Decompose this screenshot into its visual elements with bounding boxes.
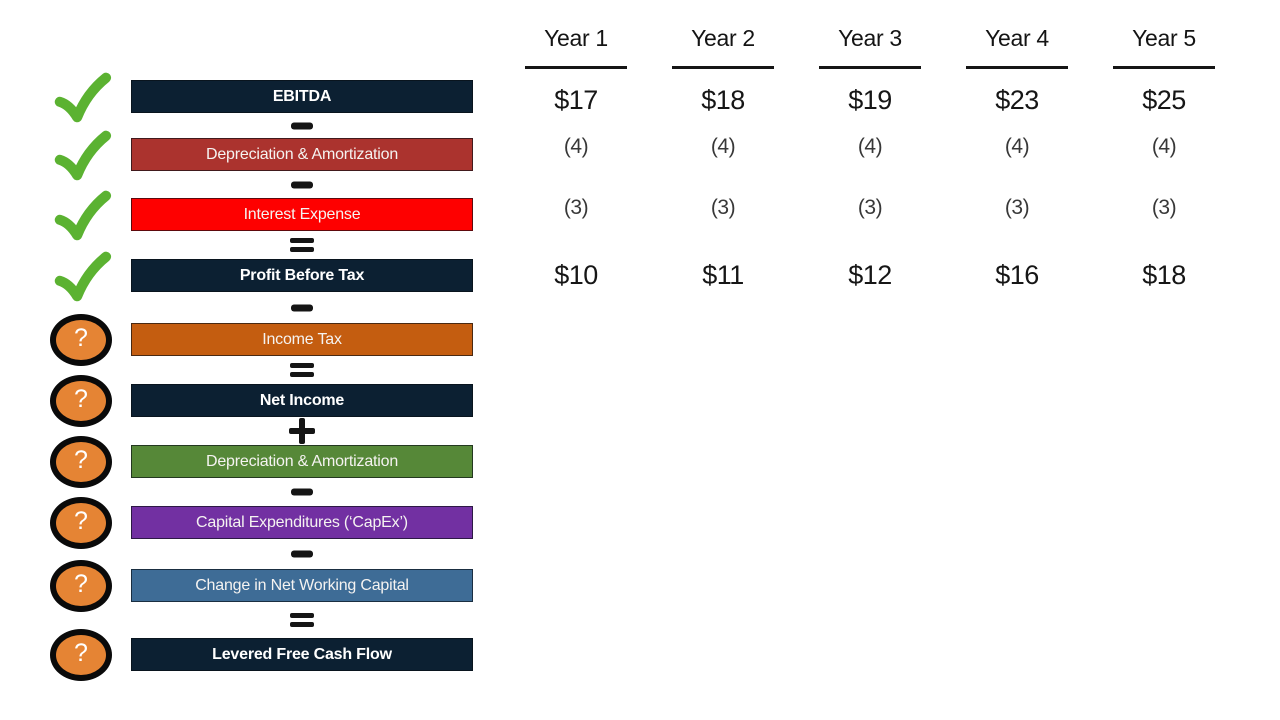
bar-label: Depreciation & Amortization xyxy=(205,452,399,470)
value-cell-interest-expense-year-2: (3) xyxy=(710,196,736,219)
bar-label: Income Tax xyxy=(262,330,342,348)
value-cell-depreciation-amortization-year-2: (4) xyxy=(710,135,736,158)
value-cell-depreciation-amortization-year-5: (4) xyxy=(1151,135,1177,158)
value-cell-profit-before-tax-year-3: $12 xyxy=(848,260,892,290)
bar-label: Interest Expense xyxy=(243,205,361,223)
bar-change-in-net-working-capital: Change in Net Working Capital xyxy=(131,569,473,602)
bar-label: EBITDA xyxy=(272,87,332,105)
column-header-rule xyxy=(672,66,774,69)
value-cell-interest-expense-year-3: (3) xyxy=(857,196,883,219)
check-icon xyxy=(50,189,112,241)
bar-net-income: Net Income xyxy=(131,384,473,417)
question-icon: ? xyxy=(50,313,112,366)
bar-profit-before-tax: Profit Before Tax xyxy=(131,259,473,292)
bar-label: Change in Net Working Capital xyxy=(195,576,409,594)
column-header-year-3: Year 3 xyxy=(838,25,902,51)
value-cell-ebitda-year-4: $23 xyxy=(995,85,1039,115)
minus-operator-icon xyxy=(291,181,313,188)
question-glyph: ? xyxy=(74,639,88,667)
bar-depreciation-amortization: Depreciation & Amortization xyxy=(131,445,473,478)
column-header-rule xyxy=(819,66,921,69)
value-cell-ebitda-year-1: $17 xyxy=(554,85,598,115)
bar-label: Profit Before Tax xyxy=(239,266,365,284)
bar-label: Capital Expenditures (‘CapEx’) xyxy=(196,513,408,531)
question-glyph: ? xyxy=(74,507,88,535)
question-badge: ? xyxy=(50,628,112,681)
bar-income-tax: Income Tax xyxy=(131,323,473,356)
plus-operator-icon xyxy=(289,418,315,444)
value-cell-depreciation-amortization-year-1: (4) xyxy=(563,135,589,158)
question-glyph: ? xyxy=(74,385,88,413)
value-cell-interest-expense-year-5: (3) xyxy=(1151,196,1177,219)
minus-operator-icon xyxy=(291,488,313,496)
value-cell-interest-expense-year-4: (3) xyxy=(1004,196,1030,219)
column-header-year-4: Year 4 xyxy=(985,25,1049,51)
question-icon: ? xyxy=(50,435,112,488)
question-badge: ? xyxy=(50,559,112,612)
minus-operator-icon xyxy=(291,304,313,311)
question-icon: ? xyxy=(50,628,112,681)
question-badge: ? xyxy=(50,435,112,488)
bar-interest-expense: Interest Expense xyxy=(131,198,473,231)
bar-depreciation-amortization: Depreciation & Amortization xyxy=(131,138,473,171)
column-header-year-2: Year 2 xyxy=(691,25,755,51)
equals-operator-icon xyxy=(290,613,314,627)
check-icon xyxy=(50,71,112,123)
column-header-rule xyxy=(966,66,1068,69)
value-cell-profit-before-tax-year-1: $10 xyxy=(554,260,598,290)
value-cell-ebitda-year-5: $25 xyxy=(1142,85,1186,115)
value-cell-ebitda-year-3: $19 xyxy=(848,85,892,115)
minus-operator-icon xyxy=(291,550,313,558)
value-cell-depreciation-amortization-year-4: (4) xyxy=(1004,135,1030,158)
bar-label: Depreciation & Amortization xyxy=(205,145,399,163)
bar-label: Levered Free Cash Flow xyxy=(212,645,392,663)
bar-ebitda: EBITDA xyxy=(131,80,473,113)
value-cell-profit-before-tax-year-2: $11 xyxy=(702,260,744,290)
column-header-rule xyxy=(525,66,627,69)
column-header-year-5: Year 5 xyxy=(1132,25,1196,51)
value-cell-profit-before-tax-year-4: $16 xyxy=(995,260,1039,290)
question-badge: ? xyxy=(50,374,112,427)
question-glyph: ? xyxy=(74,324,88,352)
bar-label: Net Income xyxy=(259,391,345,409)
column-header-year-1: Year 1 xyxy=(544,25,608,51)
question-icon: ? xyxy=(50,374,112,427)
equals-operator-icon xyxy=(290,363,314,377)
check-icon xyxy=(50,250,112,302)
value-cell-profit-before-tax-year-5: $18 xyxy=(1142,260,1186,290)
check-icon xyxy=(50,129,112,181)
value-cell-ebitda-year-2: $18 xyxy=(701,85,745,115)
bar-capital-expenditures-capex: Capital Expenditures (‘CapEx’) xyxy=(131,506,473,539)
question-icon: ? xyxy=(50,559,112,612)
question-badge: ? xyxy=(50,496,112,549)
question-glyph: ? xyxy=(74,570,88,598)
column-header-rule xyxy=(1113,66,1215,69)
question-glyph: ? xyxy=(74,446,88,474)
question-icon: ? xyxy=(50,496,112,549)
value-cell-depreciation-amortization-year-3: (4) xyxy=(857,135,883,158)
value-cell-interest-expense-year-1: (3) xyxy=(563,196,589,219)
equals-operator-icon xyxy=(290,238,314,252)
minus-operator-icon xyxy=(291,122,313,129)
bar-levered-free-cash-flow: Levered Free Cash Flow xyxy=(131,638,473,671)
question-badge: ? xyxy=(50,313,112,366)
